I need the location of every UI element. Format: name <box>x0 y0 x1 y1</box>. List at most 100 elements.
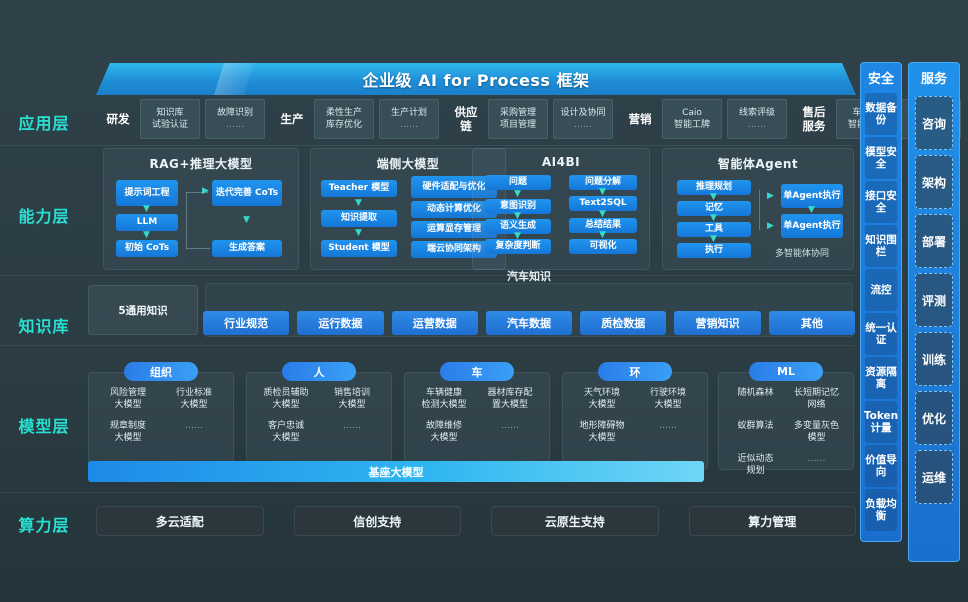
service-item[interactable]: 咨询 <box>915 96 953 150</box>
model-item[interactable]: 故障维修 大模型 <box>425 421 462 443</box>
flow-arrow-down-icon: ▼ <box>355 227 362 238</box>
knowledge-chip[interactable]: 其他 <box>768 311 855 335</box>
app-chip-line1: 采购管理 <box>499 107 536 118</box>
model-item[interactable]: 地形障碍物 大模型 <box>579 421 625 443</box>
model-item[interactable]: 规章制度 大模型 <box>109 421 146 443</box>
knowledge-chip[interactable]: 营销知识 <box>674 311 761 335</box>
service-item[interactable]: 评测 <box>915 273 953 327</box>
model-item[interactable]: …… <box>501 421 519 431</box>
capability-node[interactable]: 工具 <box>677 222 751 237</box>
app-chip[interactable]: 柔性生产 库存优化 <box>314 99 374 139</box>
capability-node[interactable]: Teacher 模型 <box>321 180 397 197</box>
capability-node[interactable]: Student 模型 <box>321 240 397 257</box>
app-group: 生产 柔性生产 库存优化 生产计划…… <box>270 97 444 141</box>
service-item[interactable]: 部署 <box>915 214 953 268</box>
capability-node[interactable]: 初始 CoTs <box>116 240 178 257</box>
service-item[interactable]: 架构 <box>915 155 953 209</box>
model-item[interactable]: …… <box>659 421 677 431</box>
knowledge-chip[interactable]: 运行数据 <box>297 311 384 335</box>
security-item[interactable]: 统一认证 <box>865 313 897 355</box>
capability-node[interactable]: 意图识别 <box>485 199 551 214</box>
capability-node[interactable]: 问题 <box>485 175 551 190</box>
model-item[interactable]: 器材库存配 置大模型 <box>487 388 533 410</box>
security-item[interactable]: 负载均衡 <box>865 489 897 531</box>
capability-node[interactable]: 执行 <box>677 243 751 258</box>
service-item[interactable]: 运维 <box>915 450 953 504</box>
app-chip[interactable]: 设计及协同…… <box>553 99 613 139</box>
capability-node[interactable]: Text2SQL <box>569 196 637 211</box>
capability-node[interactable]: 动态计算优化 <box>411 201 497 218</box>
model-card-pill[interactable]: 组织 <box>124 362 198 381</box>
model-item[interactable]: …… <box>185 421 203 431</box>
security-item[interactable]: Token计量 <box>864 401 898 443</box>
app-chip[interactable]: 生产计划…… <box>379 99 439 139</box>
model-item[interactable]: 天气环境 大模型 <box>583 388 620 410</box>
knowledge-general-card[interactable]: 5通用知识 <box>88 285 198 335</box>
model-card-pill[interactable]: 车 <box>440 362 514 381</box>
security-item[interactable]: 数据备份 <box>865 93 897 135</box>
security-item[interactable]: 价值导向 <box>865 445 897 487</box>
model-item[interactable]: 车辆健康 检测大模型 <box>421 388 467 410</box>
flow-arrow-down-icon: ▼ <box>143 204 150 214</box>
knowledge-chip[interactable]: 行业规范 <box>203 311 290 335</box>
app-chip[interactable]: 线索评级…… <box>727 99 787 139</box>
model-item[interactable]: 行业标准 大模型 <box>175 388 212 410</box>
capability-node[interactable]: 运算显存管理 <box>411 221 497 238</box>
capability-node[interactable]: 提示词工程 <box>116 180 178 206</box>
model-item[interactable]: 近似动态 规划 <box>737 454 774 476</box>
model-item[interactable]: 销售培训 大模型 <box>333 388 370 410</box>
flow-arrow-down-icon: ▼ <box>599 187 606 197</box>
capability-node[interactable]: 记忆 <box>677 201 751 216</box>
base-model-bar[interactable]: 基座大模型 <box>88 461 704 482</box>
capability-node[interactable]: 总结结果 <box>569 218 637 233</box>
capability-card: RAG+推理大模型 提示词工程 LLM ▼ 初始 CoTs ▼ 迭代完善 CoTs 生成答案 ▶… <box>103 148 299 270</box>
model-card-pill[interactable]: 人 <box>282 362 356 381</box>
model-item[interactable]: 行驶环境 大模型 <box>649 388 686 410</box>
security-item[interactable]: 接口安全 <box>865 181 897 223</box>
model-item[interactable]: 蚁群算法 <box>737 421 774 431</box>
compute-chip[interactable]: 信创支持 <box>293 506 461 536</box>
app-chip[interactable]: 采购管理 项目管理 <box>488 99 548 139</box>
capability-node[interactable]: 单Agent执行 <box>781 214 843 238</box>
capability-node[interactable]: 语义生成 <box>485 219 551 234</box>
knowledge-chip[interactable]: 汽车数据 <box>485 311 573 335</box>
app-chip[interactable]: 知识库 试验认证 <box>140 99 200 139</box>
banner-title: 企业级 AI for Process 框架 <box>362 71 590 90</box>
capability-node[interactable]: 生成答案 <box>212 240 282 257</box>
knowledge-chip[interactable]: 运营数据 <box>391 311 478 335</box>
model-item[interactable]: 长短期记忆 网络 <box>793 388 839 410</box>
security-item[interactable]: 流控 <box>865 269 897 311</box>
row-separator <box>0 275 855 276</box>
capability-node[interactable]: 单Agent执行 <box>781 184 843 208</box>
security-item[interactable]: 资源隔离 <box>865 357 897 399</box>
capability-node[interactable]: 迭代完善 CoTs <box>212 180 282 206</box>
model-item[interactable]: 客户忠诚 大模型 <box>267 421 304 443</box>
model-item[interactable]: 风险管理 大模型 <box>109 388 146 410</box>
app-chip[interactable]: 故障识别…… <box>205 99 265 139</box>
knowledge-chip[interactable]: 质检数据 <box>580 311 667 335</box>
capability-node[interactable]: 推理规划 <box>677 180 751 195</box>
security-item[interactable]: 知识围栏 <box>865 225 897 267</box>
model-item[interactable]: …… <box>807 454 826 464</box>
capability-node[interactable]: 可视化 <box>569 239 637 254</box>
security-item[interactable]: 模型安全 <box>865 137 897 179</box>
model-card-pill[interactable]: ML <box>749 362 823 381</box>
compute-chip[interactable]: 算力管理 <box>688 506 856 536</box>
app-chip[interactable]: Caio 智能工牌 <box>662 99 722 139</box>
capability-node[interactable]: 复杂度判断 <box>485 239 551 254</box>
capability-node[interactable]: 问题分解 <box>569 175 637 190</box>
model-item[interactable]: 随机森林 <box>737 388 774 398</box>
capability-card-title: 端侧大模型 <box>376 157 440 171</box>
service-item[interactable]: 训练 <box>915 332 953 386</box>
compute-chip[interactable]: 多云适配 <box>96 506 264 536</box>
model-card-pill[interactable]: 环 <box>598 362 672 381</box>
compute-chip[interactable]: 云原生支持 <box>491 506 659 536</box>
model-item[interactable]: 质检员辅助 大模型 <box>263 388 309 410</box>
capability-node[interactable]: 端云协同架构 <box>411 241 497 258</box>
capability-node[interactable]: 知识提取 <box>321 210 397 227</box>
service-item[interactable]: 优化 <box>915 391 953 445</box>
model-item[interactable]: …… <box>343 421 361 431</box>
capability-node[interactable]: 硬件适配与优化 <box>411 176 497 198</box>
model-item[interactable]: 多变量灰色 模型 <box>793 421 839 443</box>
capability-node[interactable]: LLM <box>116 214 178 231</box>
